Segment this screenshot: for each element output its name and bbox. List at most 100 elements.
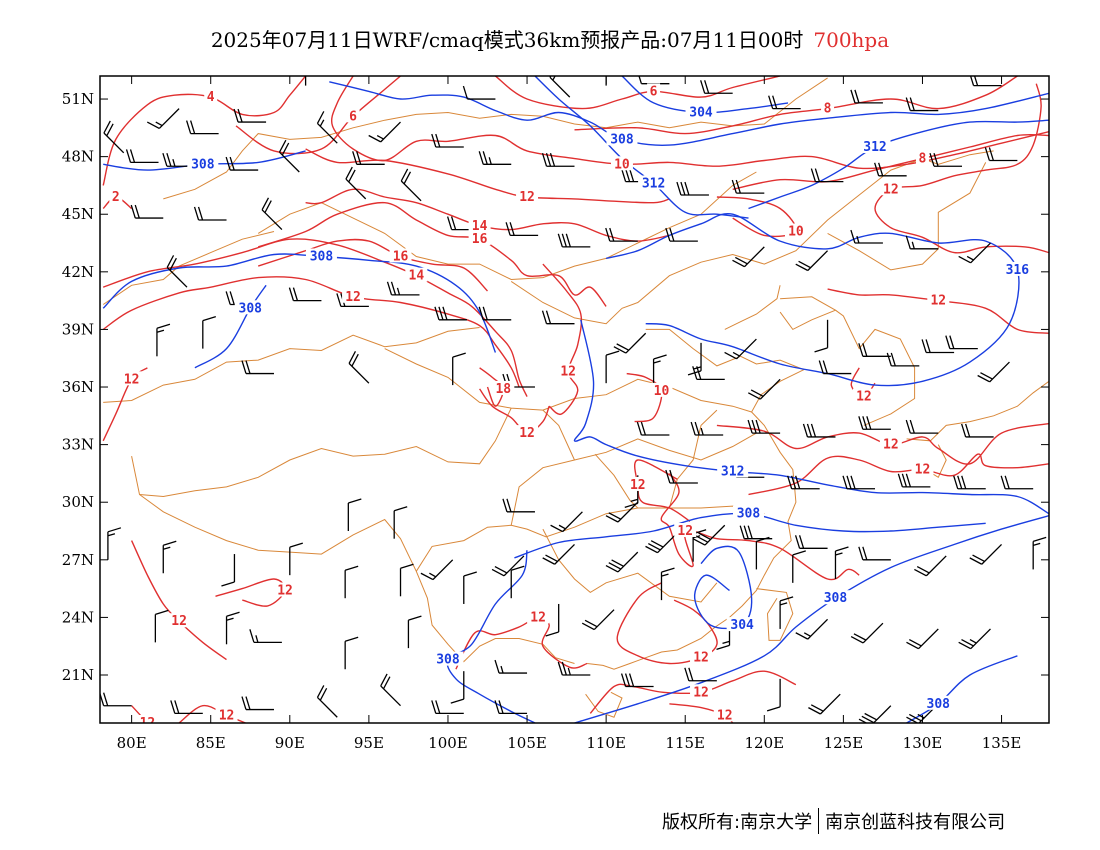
boundary-line <box>415 505 765 572</box>
temperature-contour-label: 12 <box>519 426 535 441</box>
wind-barb-feather <box>400 168 409 182</box>
wind-barb-feather <box>306 54 319 58</box>
wind-barb-staff <box>736 338 757 360</box>
wind-barb-feather <box>550 524 563 533</box>
wind-barb-feather <box>380 673 388 687</box>
wind-barb <box>810 168 844 183</box>
wind-barb-feather <box>747 392 761 400</box>
wind-barb-feather <box>351 353 359 367</box>
lon-tick-label: 120E <box>745 734 785 752</box>
temperature-contour-label: 12 <box>677 524 693 539</box>
wind-barb-half-feather <box>107 533 116 537</box>
wind-barb-feather <box>925 339 931 353</box>
wind-barb-feather <box>498 700 504 714</box>
boundary-line <box>103 327 480 403</box>
height-contour-label-bg <box>187 156 219 171</box>
wind-barb <box>755 536 770 570</box>
wind-barb-feather <box>491 568 505 577</box>
boundary-line <box>906 380 1049 442</box>
wind-barb-feather <box>390 281 397 296</box>
wind-barb <box>156 323 171 357</box>
wind-barb-feather <box>676 181 682 196</box>
wind-barb-feather <box>438 306 444 321</box>
boundary-line <box>724 285 781 330</box>
height-contour-label-bg <box>717 463 749 478</box>
wind-barb-feather <box>862 546 868 561</box>
wind-barb-staff <box>918 628 939 650</box>
wind-barb-feather <box>684 667 690 681</box>
wind-barb-feather <box>916 566 930 574</box>
wind-barb <box>316 685 338 718</box>
wind-barb-half-feather <box>319 119 325 127</box>
wind-barb-feather <box>929 153 935 167</box>
wind-barb-feather <box>692 538 706 546</box>
wind-barb <box>103 120 125 154</box>
wind-barb <box>795 250 829 272</box>
wind-barb-feather <box>700 80 706 94</box>
wind-barb <box>549 76 571 98</box>
wind-barb-feather <box>988 147 994 161</box>
wind-barb-half-feather <box>917 713 925 719</box>
temperature-contour-label: 12 <box>530 610 546 625</box>
wind-barb-feather <box>511 565 525 571</box>
wind-barb-staff <box>744 246 765 268</box>
wind-barb-feather <box>972 554 985 562</box>
wind-barb-feather <box>450 698 464 704</box>
wind-barb-feather <box>858 416 864 430</box>
wind-barb-feather <box>368 134 382 143</box>
height-contour-label: 304 <box>689 105 713 120</box>
height-contour-label: 304 <box>730 618 754 633</box>
wind-barb-feather <box>403 171 412 185</box>
wind-barb-half-feather <box>155 121 163 127</box>
wind-barb <box>665 469 698 484</box>
wind-barb-feather <box>620 168 627 182</box>
height-contour-label: 308 <box>436 653 460 668</box>
wind-barb-feather <box>611 559 624 567</box>
wind-barb <box>802 423 836 438</box>
wind-barb <box>193 206 227 221</box>
wind-barb-feather <box>541 153 548 167</box>
copyright-owner: 版权所有:南京大学 <box>662 812 813 833</box>
wind-barb-feather <box>640 421 647 436</box>
wind-barb-feather <box>792 550 806 556</box>
temperature-contour-label: 12 <box>693 651 709 666</box>
wind-barb-feather <box>901 473 907 488</box>
wind-barb <box>399 563 414 597</box>
wind-barb <box>739 525 773 540</box>
temperature-contour-label-bg <box>468 217 491 232</box>
wind-barb-half-feather <box>661 573 669 577</box>
wind-barb-feather <box>348 498 362 504</box>
wind-barb <box>494 700 528 715</box>
temperature-contour-label: 12 <box>219 708 235 723</box>
temperature-contour-label-bg <box>879 181 902 196</box>
temperature-contour-label: 12 <box>717 708 733 723</box>
wind-barb-half-feather <box>396 287 401 296</box>
height-contour-label: 312 <box>721 464 744 479</box>
wind-barb-feather <box>921 339 927 353</box>
wind-barb-staff <box>862 622 884 644</box>
wind-barb <box>478 306 512 321</box>
height-contour-line <box>605 212 1020 387</box>
wind-barb-feather <box>545 554 558 562</box>
wind-barb-feather <box>352 151 358 165</box>
wind-barb <box>345 166 367 200</box>
temperature-contour-label: 12 <box>345 290 361 305</box>
wind-barb-half-feather <box>172 159 176 167</box>
temperature-contour-label-bg <box>784 223 807 238</box>
wind-barb-half-feather <box>376 134 384 140</box>
wind-barb-feather <box>628 168 635 182</box>
wind-barb-feather <box>802 423 809 438</box>
wind-barb-feather <box>850 89 856 104</box>
wind-barb-feather <box>1000 475 1006 489</box>
wind-barb-staff <box>759 378 781 400</box>
temperature-contour-label: 10 <box>788 225 804 240</box>
wind-barb-feather <box>174 700 180 714</box>
temperature-contour-label-bg <box>647 83 661 98</box>
temperature-contour-line <box>574 76 1018 135</box>
wind-barb-feather <box>850 475 856 489</box>
temperature-contour-label: 14 <box>472 219 488 234</box>
wind-barb-feather <box>186 120 192 134</box>
temperature-contour-label-bg <box>527 609 550 624</box>
temperature-contour-label-bg <box>468 231 491 246</box>
lon-tick-label: 90E <box>275 734 305 752</box>
